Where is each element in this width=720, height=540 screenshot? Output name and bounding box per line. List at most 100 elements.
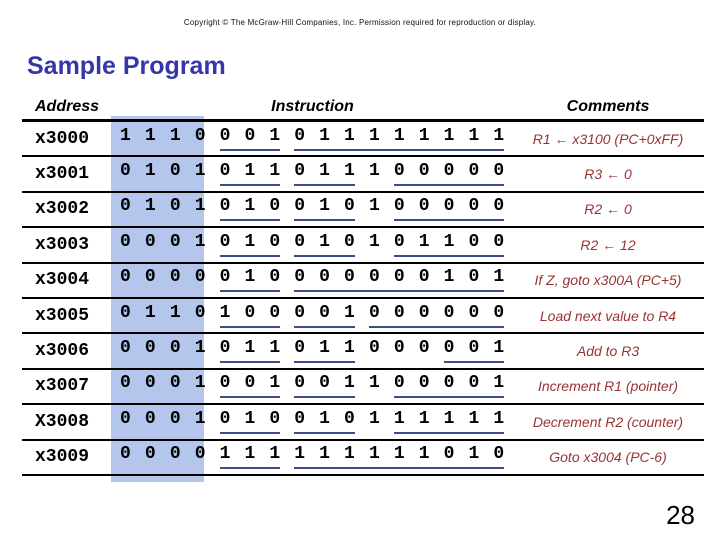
bit-digit: 1 — [319, 408, 330, 429]
address-text: x3001 — [35, 164, 90, 185]
bit-digit: 1 — [244, 267, 256, 288]
table-row: X3008 0 0 0 1 0 1 0 0 1 0 1 1 1 1 1 1 Decrement R2 (count… — [22, 405, 704, 441]
bit-digit: 1 — [294, 444, 306, 465]
comment-cell: R2 ← 0 — [512, 201, 704, 217]
page-number: 28 — [666, 500, 695, 530]
bit-digit: 1 — [368, 231, 380, 252]
bit-digit: 0 — [443, 196, 455, 217]
bit-digit: 1 — [344, 302, 355, 323]
comment-cell: Load next value to R4 — [512, 308, 704, 324]
header-address: Address — [35, 98, 100, 115]
header-instruction: Instruction — [271, 98, 354, 115]
bit-digit: 1 — [244, 444, 256, 465]
bit-digit: 0 — [244, 125, 256, 146]
bit-digit: 0 — [120, 444, 131, 465]
bit-digit: 0 — [269, 302, 281, 323]
comment-text: Load next value to R4 — [539, 307, 677, 324]
bit-digit: 1 — [368, 196, 380, 217]
table-row: x3001 0 1 0 1 0 1 1 0 1 1 1 0 0 0 0 0 R3 ← 0 — [22, 157, 704, 193]
comment-text: R2 ← 0 — [584, 201, 632, 218]
bit-digit: 1 — [269, 373, 281, 394]
bit-group: 1 — [362, 231, 387, 257]
comment-cell: R2 ← 12 — [512, 237, 704, 253]
comment-text: Increment R1 (pointer) — [537, 378, 679, 395]
bit-digit: 0 — [294, 161, 306, 182]
bit-digit: 1 — [493, 125, 505, 146]
bit-digit: 0 — [219, 373, 231, 394]
bit-digit: 0 — [443, 373, 455, 394]
address-cell: x3009 — [22, 447, 113, 467]
bit-digit: 0 — [219, 161, 231, 182]
bit-digit: 1 — [418, 231, 430, 252]
bit-digit: 1 — [368, 373, 380, 394]
bit-group: 1 — [362, 374, 387, 398]
bit-digit: 0 — [344, 196, 355, 217]
bit-digit: 0 — [468, 373, 480, 394]
address-cell: x3006 — [22, 341, 113, 361]
bit-digit: 0 — [468, 267, 480, 288]
table-row: x3006 0 0 0 1 0 1 1 0 1 1 0 0 0 0 0 1 Add to R3 — [22, 334, 704, 370]
bit-digit: 1 — [169, 125, 181, 146]
address-cell: x3004 — [22, 270, 113, 290]
bit-digit: 1 — [244, 408, 256, 429]
bit-digit: 0 — [468, 338, 480, 359]
bit-digit: 0 — [393, 267, 405, 288]
bit-digit: 0 — [219, 196, 231, 217]
address-cell: x3005 — [22, 306, 113, 326]
bit-digit: 1 — [468, 125, 480, 146]
bit-group: 1 — [362, 197, 387, 221]
bit-digit: 0 — [294, 196, 306, 217]
bit-digit: 1 — [319, 196, 330, 217]
bit-digit: 0 — [344, 267, 355, 288]
bit-digit: 0 — [169, 338, 181, 359]
address-text: x3002 — [35, 199, 90, 220]
bit-digit: 0 — [468, 161, 480, 182]
address-cell: x3007 — [22, 376, 113, 396]
bit-digit: 1 — [169, 302, 181, 323]
bit-digit: 0 — [294, 267, 306, 288]
bit-digit: 1 — [269, 161, 281, 182]
address-cell: x3001 — [22, 164, 113, 184]
bit-digit: 0 — [169, 196, 181, 217]
bit-digit: 1 — [368, 408, 380, 429]
bit-digit: 1 — [344, 125, 355, 146]
bit-digit: 0 — [418, 302, 430, 323]
bit-digit: 1 — [244, 231, 256, 252]
bit-digit: 0 — [219, 267, 231, 288]
address-text: x3000 — [35, 128, 90, 149]
bit-digit: 0 — [393, 373, 405, 394]
bit-digit: 0 — [468, 302, 480, 323]
bit-digit: 1 — [244, 338, 256, 359]
bit-digit: 0 — [493, 302, 505, 323]
bit-digit: 0 — [294, 373, 306, 394]
bit-digit: 1 — [144, 161, 156, 182]
header-comments: Comments — [566, 98, 650, 115]
bit-digit: 1 — [368, 161, 380, 182]
table-header-row: Address Instruction Comments — [22, 96, 704, 122]
comment-cell: Add to R3 — [512, 343, 704, 359]
bit-digit: 1 — [443, 231, 455, 252]
bit-digit: 0 — [393, 302, 405, 323]
bit-digit: 1 — [319, 231, 330, 252]
